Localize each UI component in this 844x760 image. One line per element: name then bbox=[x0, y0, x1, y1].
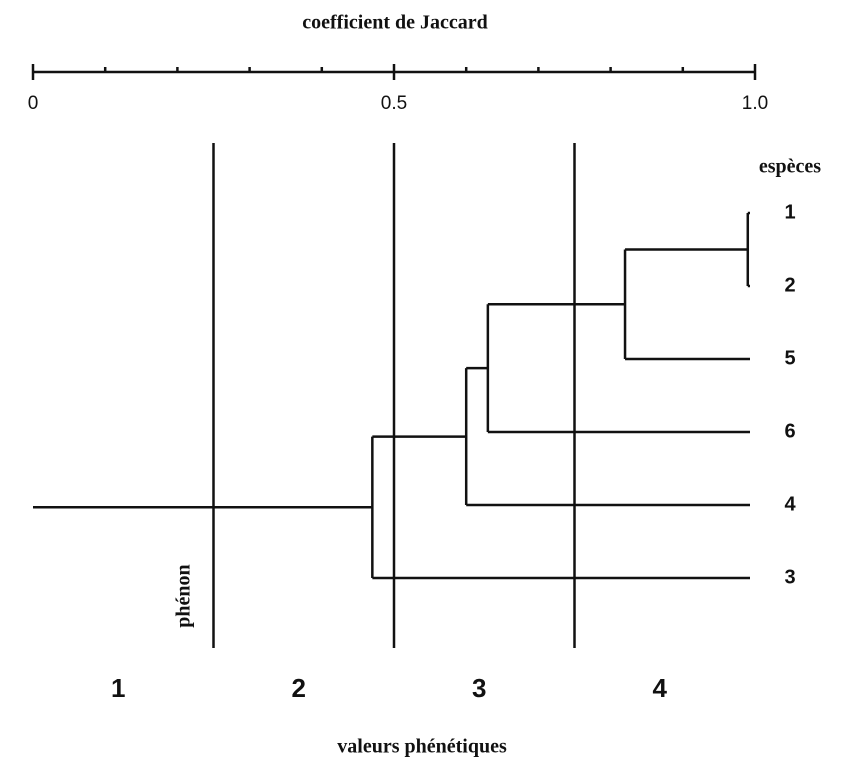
species-label: 3 bbox=[784, 566, 795, 588]
phenon-group-label: 3 bbox=[472, 673, 486, 703]
species-label: 6 bbox=[784, 420, 795, 442]
phenon-label: phénon bbox=[173, 564, 195, 627]
species-label: 5 bbox=[784, 347, 795, 369]
chart-title: coefficient de Jaccard bbox=[302, 12, 487, 34]
species-label: 4 bbox=[784, 493, 796, 515]
x-tick-label: 0 bbox=[28, 93, 39, 114]
x-tick-label: 1.0 bbox=[742, 93, 768, 114]
phenon-group-label: 1 bbox=[111, 673, 125, 703]
phenon-group-label: 2 bbox=[292, 673, 306, 703]
species-label: espèces bbox=[759, 156, 821, 178]
species-label: 2 bbox=[784, 274, 795, 296]
footer: valeurs phénétiques bbox=[337, 736, 507, 758]
phenon-group-label: 4 bbox=[653, 673, 668, 703]
species-label: 1 bbox=[784, 201, 795, 223]
x-tick-label: 0.5 bbox=[381, 93, 407, 114]
